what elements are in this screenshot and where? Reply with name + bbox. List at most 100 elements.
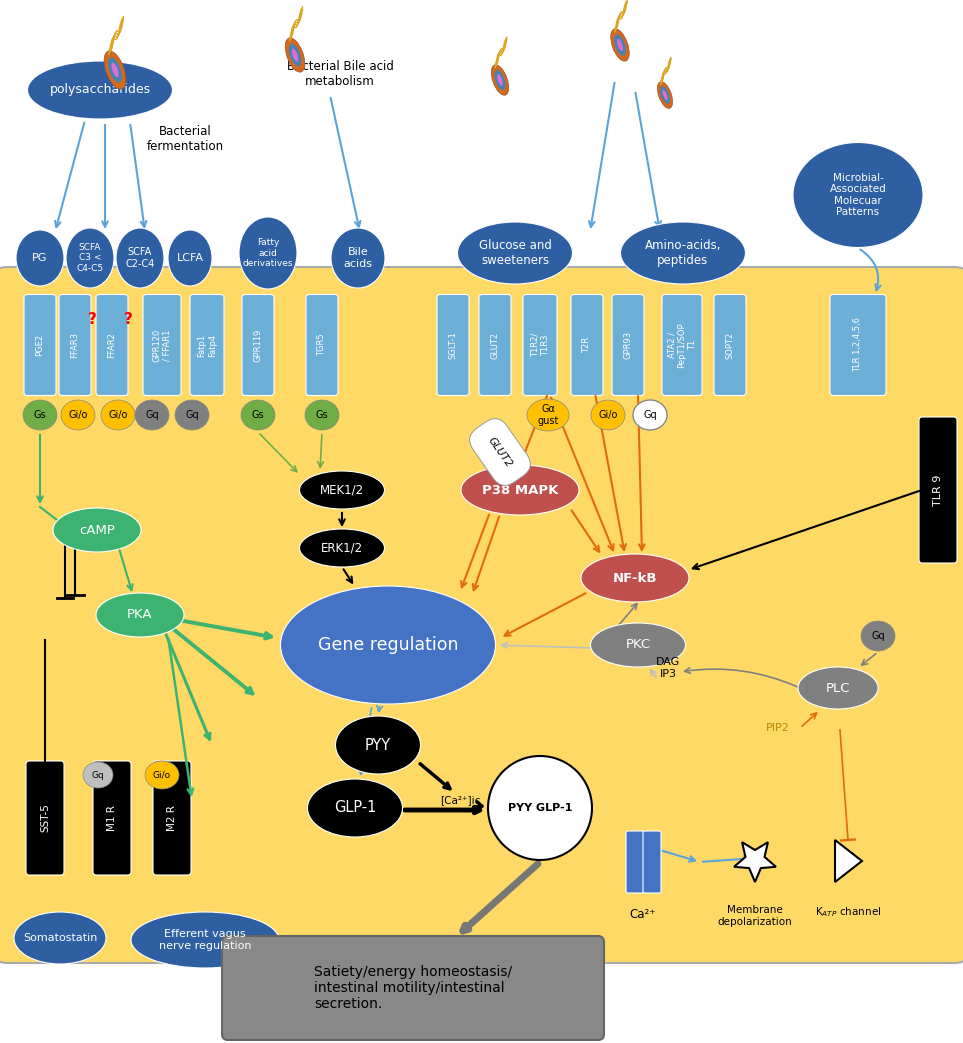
Text: GLP-1: GLP-1	[334, 800, 377, 816]
FancyBboxPatch shape	[479, 294, 511, 395]
Text: TLR 1,2,4,5,6: TLR 1,2,4,5,6	[853, 317, 863, 372]
Ellipse shape	[591, 401, 625, 430]
Text: Gα
gust: Gα gust	[537, 405, 559, 426]
Ellipse shape	[112, 63, 118, 77]
Text: GPR119: GPR119	[253, 329, 263, 362]
FancyBboxPatch shape	[190, 294, 224, 395]
Ellipse shape	[280, 586, 496, 704]
Ellipse shape	[53, 508, 141, 552]
Text: SCFA
C3 <
C4-C5: SCFA C3 < C4-C5	[76, 243, 104, 273]
Text: Membrane
depolarization: Membrane depolarization	[717, 905, 793, 926]
Text: Efferent vagus
nerve regulation: Efferent vagus nerve regulation	[159, 929, 251, 951]
Ellipse shape	[798, 668, 878, 709]
Text: ATA2 /
PepT1/SOP
T1: ATA2 / PepT1/SOP T1	[667, 322, 697, 368]
Text: MEK1/2: MEK1/2	[320, 484, 364, 496]
Text: GPR120
/ FFAR1: GPR120 / FFAR1	[152, 329, 171, 362]
Text: Gene regulation: Gene regulation	[318, 636, 458, 654]
FancyBboxPatch shape	[306, 294, 338, 395]
Ellipse shape	[461, 465, 579, 515]
FancyBboxPatch shape	[0, 267, 963, 963]
Text: GLUT2: GLUT2	[490, 332, 500, 359]
Ellipse shape	[658, 81, 672, 108]
Text: Gs: Gs	[34, 410, 46, 420]
FancyBboxPatch shape	[830, 294, 886, 395]
Text: Microbial-
Associated
Molecuar
Patterns: Microbial- Associated Molecuar Patterns	[830, 172, 886, 217]
Ellipse shape	[16, 231, 64, 286]
FancyBboxPatch shape	[143, 294, 181, 395]
Text: Satiety/energy homeostasis/
intestinal motility/intestinal
secretion.: Satiety/energy homeostasis/ intestinal m…	[314, 965, 512, 1012]
Ellipse shape	[494, 70, 506, 90]
Text: Somatostatin: Somatostatin	[23, 933, 97, 943]
Text: ERK1/2: ERK1/2	[321, 541, 363, 555]
Text: Fatty
acid
derivatives: Fatty acid derivatives	[243, 238, 294, 268]
Polygon shape	[734, 842, 776, 882]
Text: PIP2: PIP2	[766, 723, 790, 733]
Ellipse shape	[285, 38, 305, 72]
Ellipse shape	[28, 60, 172, 119]
Ellipse shape	[491, 65, 508, 95]
FancyBboxPatch shape	[93, 761, 131, 875]
Ellipse shape	[289, 44, 301, 66]
Text: GPR93: GPR93	[623, 331, 633, 359]
Text: ?: ?	[123, 313, 133, 328]
Text: SGLT-1: SGLT-1	[449, 331, 457, 359]
Text: T1R2/
T1R3: T1R2/ T1R3	[531, 333, 550, 357]
Text: Bacterial
fermentation: Bacterial fermentation	[146, 125, 223, 153]
FancyBboxPatch shape	[643, 831, 661, 893]
Ellipse shape	[661, 87, 670, 103]
Text: PGE2: PGE2	[36, 334, 44, 356]
Ellipse shape	[617, 39, 623, 51]
FancyBboxPatch shape	[153, 761, 191, 875]
Text: Fatp1
Fatp4: Fatp1 Fatp4	[197, 334, 217, 357]
Ellipse shape	[305, 401, 339, 430]
Text: PKC: PKC	[625, 638, 651, 652]
Text: TGR5: TGR5	[318, 334, 326, 357]
Ellipse shape	[497, 74, 503, 86]
Text: SCFA
C2-C4: SCFA C2-C4	[125, 247, 155, 269]
FancyBboxPatch shape	[242, 294, 274, 395]
Ellipse shape	[299, 529, 384, 567]
Ellipse shape	[66, 228, 114, 288]
Text: NF-kB: NF-kB	[612, 572, 658, 584]
Ellipse shape	[292, 49, 299, 62]
Text: FFAR3: FFAR3	[70, 332, 80, 358]
Text: DAG
IP3: DAG IP3	[656, 657, 680, 679]
Ellipse shape	[335, 715, 421, 774]
Text: T2R: T2R	[583, 337, 591, 354]
Ellipse shape	[590, 623, 686, 668]
Text: P38 MAPK: P38 MAPK	[482, 484, 559, 496]
Ellipse shape	[145, 761, 179, 789]
Ellipse shape	[104, 51, 126, 89]
Text: Bacterial Bile acid
metabolism: Bacterial Bile acid metabolism	[287, 60, 394, 88]
Text: LCFA: LCFA	[176, 253, 203, 263]
Ellipse shape	[527, 399, 569, 431]
Ellipse shape	[307, 779, 403, 836]
FancyBboxPatch shape	[919, 417, 957, 563]
FancyBboxPatch shape	[626, 831, 644, 893]
Ellipse shape	[663, 90, 667, 100]
Ellipse shape	[620, 222, 745, 284]
Text: Ca²⁺: Ca²⁺	[630, 908, 656, 921]
Text: Glucose and
sweeteners: Glucose and sweeteners	[479, 239, 552, 267]
Ellipse shape	[457, 222, 572, 284]
Text: ?: ?	[88, 313, 96, 328]
Text: K$_{ATP}$ channel: K$_{ATP}$ channel	[815, 905, 881, 919]
Text: Gi/o: Gi/o	[153, 771, 171, 779]
FancyBboxPatch shape	[24, 294, 56, 395]
Text: SST-5: SST-5	[40, 803, 50, 832]
FancyBboxPatch shape	[26, 761, 64, 875]
FancyBboxPatch shape	[96, 294, 128, 395]
Text: PG: PG	[33, 253, 48, 263]
Text: [Ca²⁺]ic: [Ca²⁺]ic	[440, 795, 481, 805]
Ellipse shape	[299, 471, 384, 509]
Ellipse shape	[135, 401, 169, 430]
Text: PYY GLP-1: PYY GLP-1	[508, 803, 572, 812]
FancyBboxPatch shape	[662, 294, 702, 395]
Text: Bile
acids: Bile acids	[344, 247, 373, 269]
Text: FFAR2: FFAR2	[108, 332, 117, 358]
Ellipse shape	[241, 401, 275, 430]
Text: SOPT2: SOPT2	[725, 332, 735, 359]
Text: M2 R: M2 R	[167, 805, 177, 831]
Ellipse shape	[116, 228, 164, 288]
Text: Gi/o: Gi/o	[68, 410, 88, 420]
